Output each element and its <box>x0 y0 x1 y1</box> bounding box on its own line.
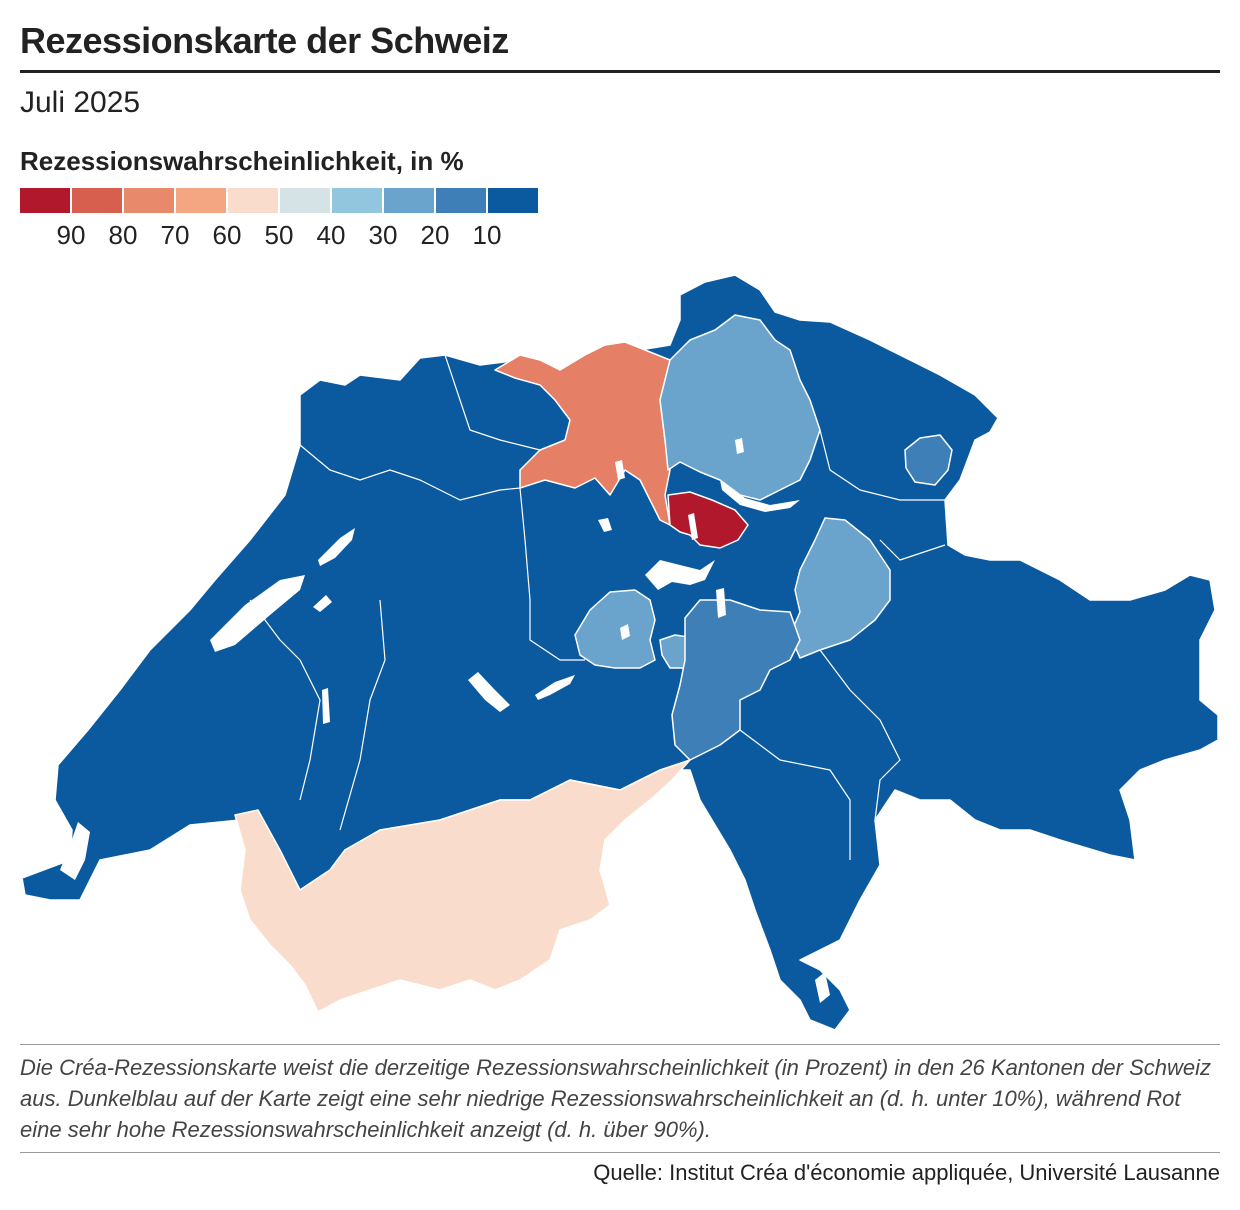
map-region-valais <box>234 759 691 1013</box>
legend-label: 30 <box>368 220 398 250</box>
legend-label: 90 <box>56 220 86 250</box>
lake-sempach <box>598 518 612 532</box>
legend-swatch <box>20 188 70 213</box>
lake-lucerne <box>645 560 715 590</box>
switzerland-map <box>21 274 1219 1031</box>
legend-swatch <box>436 188 486 213</box>
lakes <box>60 438 830 1003</box>
legend-swatch <box>72 188 122 213</box>
legend-label: 70 <box>160 220 190 250</box>
legend-swatch <box>228 188 278 213</box>
legend-swatch <box>488 188 538 213</box>
legend-label: 20 <box>420 220 450 250</box>
legend-swatch <box>176 188 226 213</box>
legend-label: 40 <box>316 220 346 250</box>
map-region-appenzell-innerrhoden <box>904 434 953 486</box>
legend-title: Rezessionswahrscheinlichkeit, in % <box>20 146 464 176</box>
lake-sarnen <box>620 624 630 640</box>
source-credit: Quelle: Institut Créa d'économie appliqu… <box>593 1160 1220 1185</box>
legend-label: 50 <box>264 220 294 250</box>
lake-geneva <box>60 822 90 880</box>
page-title: Rezessionskarte der Schweiz <box>20 20 509 61</box>
lake-neuchatel <box>210 575 305 652</box>
page-subtitle: Juli 2025 <box>20 86 141 119</box>
lake-brienz <box>535 675 575 700</box>
legend-swatch <box>384 188 434 213</box>
legend-label: 80 <box>108 220 138 250</box>
legend-label: 60 <box>212 220 242 250</box>
lake-joux <box>322 688 330 724</box>
legend-swatch <box>124 188 174 213</box>
lake-greifen <box>735 438 744 454</box>
map-region-aargau <box>494 341 671 526</box>
note-divider-bottom <box>20 1152 1220 1153</box>
map-region-uri <box>671 599 801 761</box>
lake-thun <box>468 672 510 712</box>
color-legend: 90 80 70 60 50 40 30 20 10 <box>20 188 538 250</box>
lake-zurich <box>720 480 800 512</box>
canton-boundaries <box>249 354 946 860</box>
legend-swatch <box>280 188 330 213</box>
lake-hallwil <box>615 460 625 480</box>
lake-uri <box>716 588 726 618</box>
legend-swatch <box>332 188 382 213</box>
title-divider <box>20 70 1220 73</box>
map-description: Die Créa-Rezessionskarte weist die derze… <box>20 1055 1212 1142</box>
map-region-zurich <box>659 314 821 501</box>
lake-biel <box>318 528 355 566</box>
map-region-zug <box>667 491 749 549</box>
note-divider-top <box>20 1044 1220 1045</box>
lake-murten <box>313 595 332 612</box>
map-region-schwyz <box>789 517 891 659</box>
lake-maggiore <box>815 972 830 1003</box>
legend-label: 10 <box>472 220 502 250</box>
map-region-obwalden <box>574 589 656 669</box>
lake-zug <box>688 513 698 540</box>
